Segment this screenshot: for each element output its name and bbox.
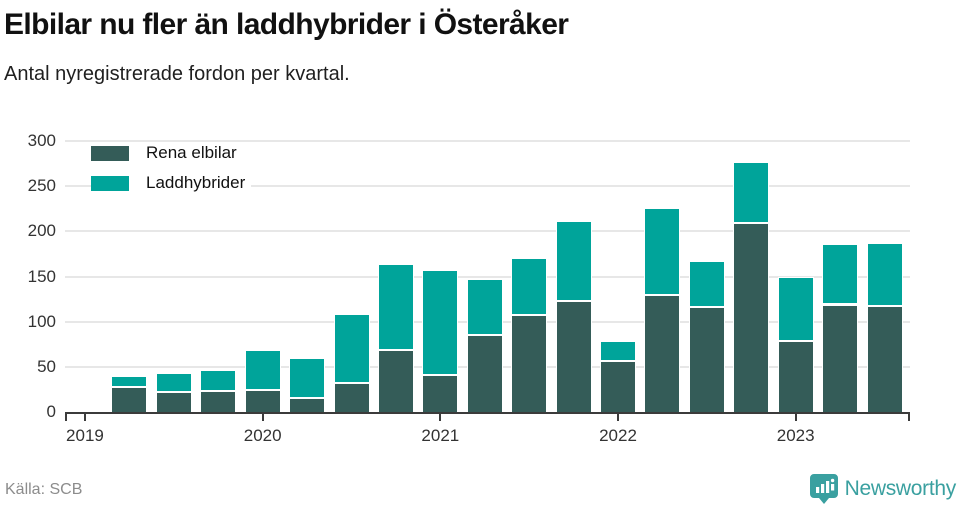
legend-item-laddhybrider: Laddhybrider — [91, 172, 252, 194]
bar-segment-rena-elbilar — [111, 386, 148, 412]
bar-segment-laddhybrider — [377, 263, 414, 350]
y-tick-label: 50 — [37, 356, 56, 376]
bar-segment-laddhybrider — [200, 370, 237, 392]
legend-item-rena-elbilar: Rena elbilar — [91, 142, 252, 164]
bar-segment-laddhybrider — [822, 243, 859, 305]
bar-segment-laddhybrider — [466, 279, 503, 336]
bar-segment-laddhybrider — [155, 373, 192, 393]
bar-segment-rena-elbilar — [688, 307, 725, 412]
gridline — [65, 275, 910, 278]
x-tick-label: 2021 — [421, 426, 460, 445]
x-tick-label: 2020 — [243, 426, 282, 445]
bar-segment-laddhybrider — [555, 221, 592, 301]
bar-segment-rena-elbilar — [200, 391, 237, 412]
y-tick-label: 300 — [27, 131, 56, 150]
legend-swatch-laddhybrider — [91, 175, 129, 191]
bar-segment-laddhybrider — [733, 161, 770, 224]
legend: Rena elbilar Laddhybrider — [91, 142, 252, 202]
x-axis-edge-tick — [65, 414, 67, 421]
bar-segment-rena-elbilar — [866, 306, 903, 412]
y-tick-label: 0 — [46, 402, 56, 421]
y-tick-label: 100 — [27, 311, 56, 331]
bar-segment-rena-elbilar — [377, 349, 414, 412]
gridline — [65, 230, 910, 233]
x-tick-label: 2023 — [776, 426, 815, 445]
bar-segment-laddhybrider — [600, 340, 637, 362]
bar-segment-rena-elbilar — [333, 383, 370, 412]
bar-segment-rena-elbilar — [422, 374, 459, 412]
x-tick-label: 2019 — [66, 426, 104, 445]
bar-segment-rena-elbilar — [555, 300, 592, 412]
bar-segment-laddhybrider — [244, 349, 281, 391]
x-axis-line — [65, 412, 910, 414]
y-tick-label: 200 — [27, 221, 56, 241]
source-label: Källa: SCB — [5, 481, 83, 498]
gridline — [65, 185, 910, 188]
bar-segment-rena-elbilar — [777, 340, 814, 412]
bar-segment-laddhybrider — [289, 357, 326, 399]
bar-segment-laddhybrider — [644, 207, 681, 296]
bar-segment-laddhybrider — [511, 257, 548, 316]
bar-segment-laddhybrider — [866, 243, 903, 307]
bar-segment-rena-elbilar — [289, 398, 326, 412]
bar-segment-laddhybrider — [333, 313, 370, 384]
bar-segment-rena-elbilar — [600, 361, 637, 412]
x-axis-year-tick — [83, 414, 86, 421]
bar-segment-rena-elbilar — [244, 390, 281, 412]
newsworthy-logo: Newsworthy — [809, 474, 957, 504]
chart-subtitle: Antal nyregistrerade fordon per kvartal. — [4, 63, 350, 85]
newsworthy-badge-icon — [809, 474, 838, 504]
x-axis-year-tick — [439, 414, 442, 421]
bar-segment-rena-elbilar — [822, 304, 859, 412]
bar-segment-laddhybrider — [688, 261, 725, 308]
bar-segment-rena-elbilar — [466, 335, 503, 412]
gridline — [65, 140, 910, 142]
bar-segment-laddhybrider — [111, 375, 148, 387]
bar-segment-laddhybrider — [422, 270, 459, 375]
legend-label: Rena elbilar — [146, 143, 237, 162]
bar-segment-rena-elbilar — [511, 315, 548, 412]
bar-segment-rena-elbilar — [733, 223, 770, 412]
y-tick-label: 250 — [27, 176, 56, 196]
x-axis-year-tick — [617, 414, 620, 421]
y-tick-label: 150 — [27, 266, 56, 286]
bar-segment-laddhybrider — [777, 276, 814, 341]
x-axis-year-tick — [261, 414, 264, 421]
legend-swatch-rena-elbilar — [91, 145, 129, 161]
bar-segment-rena-elbilar — [644, 295, 681, 412]
bar-segment-rena-elbilar — [155, 392, 192, 412]
legend-label: Laddhybrider — [146, 173, 246, 192]
chart-title: Elbilar nu fler än laddhybrider i Österå… — [4, 8, 569, 41]
x-tick-label: 2022 — [599, 426, 637, 445]
x-axis-year-tick — [794, 414, 797, 421]
x-axis-edge-tick — [908, 414, 910, 421]
brand-wordmark: Newsworthy — [844, 477, 957, 500]
